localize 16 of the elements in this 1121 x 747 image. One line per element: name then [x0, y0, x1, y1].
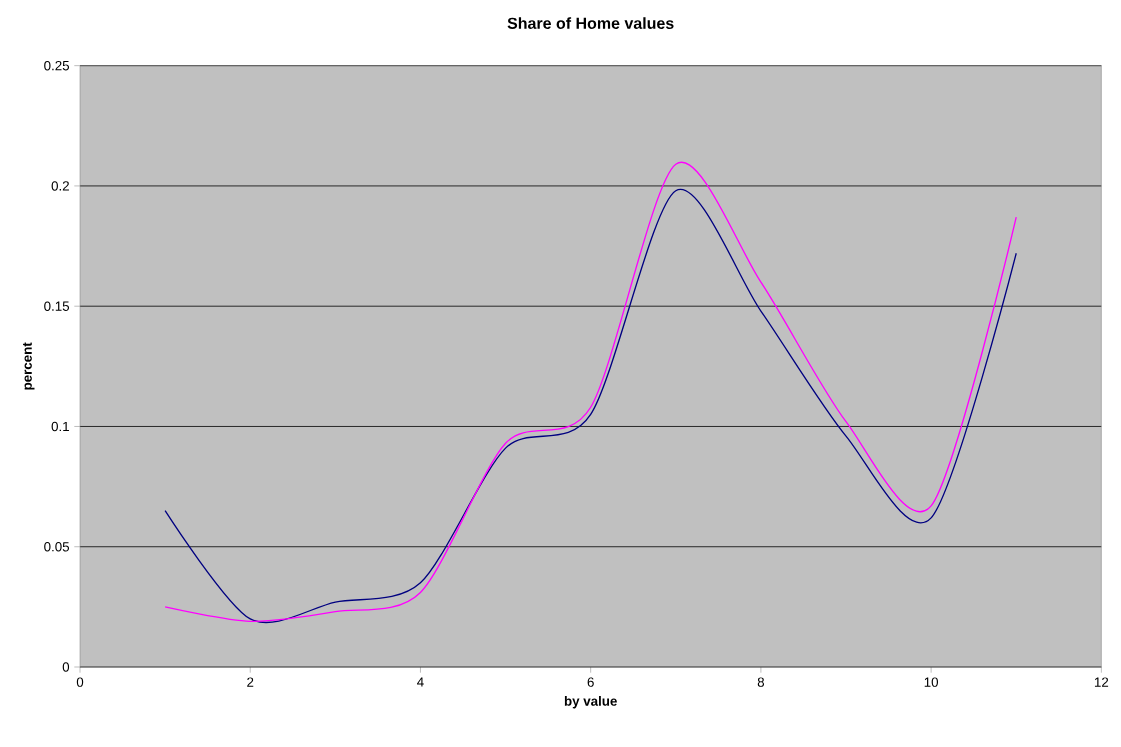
y-tick-label: 0 — [62, 662, 70, 672]
y-tick-label: 0.2 — [51, 181, 69, 191]
y-tick-label: 0.25 — [44, 60, 70, 71]
y-tick-label: 0.05 — [44, 542, 70, 552]
x-tick-label: 8 — [757, 677, 765, 687]
x-tick-label: 10 — [924, 677, 939, 687]
y-tick-label: 0.1 — [51, 421, 69, 432]
y-tick-label: 0.15 — [44, 301, 70, 311]
y-axis-title: percent — [23, 342, 35, 390]
x-axis-title: by value — [564, 696, 617, 709]
x-tick-label: 12 — [1094, 677, 1109, 687]
x-tick-label: 0 — [76, 677, 84, 687]
x-tick-label: 4 — [417, 677, 424, 687]
chart-title: Share of Home values — [507, 17, 674, 29]
x-tick-label: 2 — [247, 677, 254, 687]
x-tick-label: 6 — [587, 677, 594, 687]
